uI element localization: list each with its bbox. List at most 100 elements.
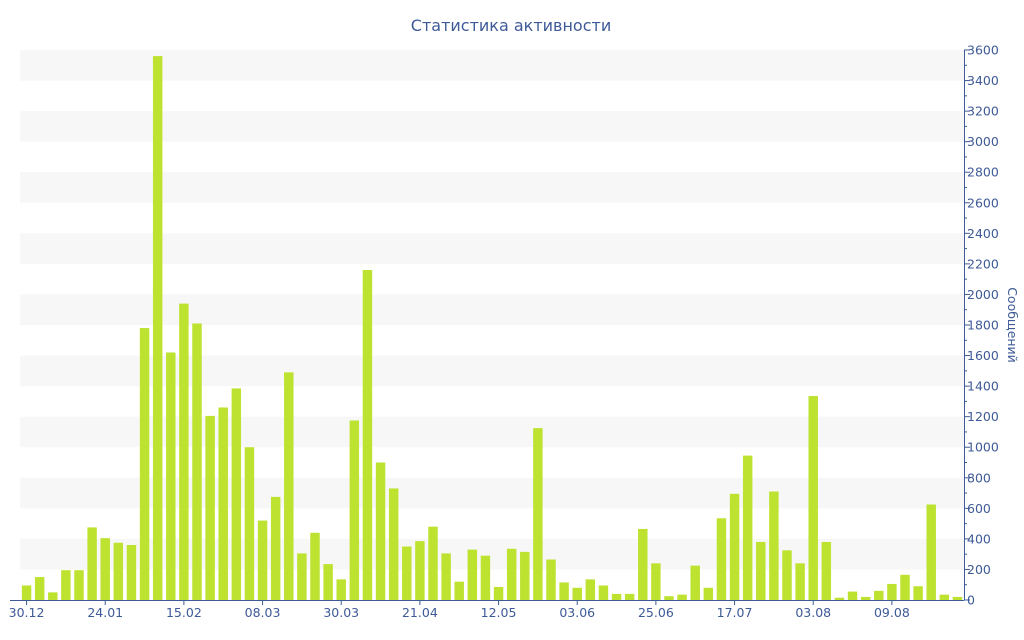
- bar[interactable]: [467, 549, 478, 600]
- bar[interactable]: [795, 563, 805, 600]
- bar[interactable]: [126, 545, 137, 600]
- x-tick-label: 09.08: [874, 605, 910, 620]
- bar[interactable]: [703, 587, 714, 600]
- y-tick-label: 2800: [967, 165, 999, 180]
- x-tick-label: 30.12: [9, 605, 45, 620]
- bar[interactable]: [87, 527, 97, 600]
- bar[interactable]: [638, 528, 648, 600]
- bar[interactable]: [598, 585, 609, 600]
- bar[interactable]: [349, 420, 360, 600]
- bar[interactable]: [533, 428, 543, 601]
- bar[interactable]: [887, 583, 897, 600]
- bar[interactable]: [402, 546, 412, 600]
- y-tick-label: 2400: [967, 226, 999, 241]
- bar[interactable]: [428, 526, 438, 600]
- bar[interactable]: [585, 579, 596, 601]
- bar[interactable]: [34, 577, 45, 600]
- bar[interactable]: [336, 579, 346, 601]
- bar[interactable]: [441, 553, 451, 600]
- bar[interactable]: [323, 564, 333, 600]
- bar[interactable]: [690, 565, 700, 601]
- y-tick-label: 1400: [967, 379, 999, 394]
- bar[interactable]: [874, 590, 884, 600]
- bar[interactable]: [651, 563, 661, 600]
- grid-band: [20, 294, 964, 325]
- bar[interactable]: [113, 542, 124, 600]
- y-axis-label: Сообщений: [1005, 287, 1020, 363]
- y-tick-label: 3600: [967, 43, 999, 58]
- bar[interactable]: [756, 541, 766, 600]
- bar[interactable]: [559, 582, 569, 600]
- bar[interactable]: [926, 504, 936, 600]
- grid-band: [20, 538, 964, 570]
- bar[interactable]: [244, 447, 255, 600]
- bar[interactable]: [493, 587, 504, 600]
- y-tick-label: 2600: [967, 195, 999, 210]
- x-tick-label: 12.05: [481, 605, 517, 620]
- bar[interactable]: [375, 462, 386, 601]
- bar[interactable]: [900, 574, 910, 600]
- x-tick-label: 03.06: [559, 605, 595, 620]
- grid-band: [20, 477, 964, 509]
- bar[interactable]: [572, 587, 582, 600]
- bar[interactable]: [21, 585, 32, 600]
- bar[interactable]: [388, 488, 399, 600]
- bar[interactable]: [284, 372, 294, 600]
- bar[interactable]: [834, 597, 845, 600]
- bar[interactable]: [362, 270, 373, 600]
- bar[interactable]: [952, 596, 963, 600]
- bar[interactable]: [100, 538, 110, 601]
- bar[interactable]: [860, 596, 871, 600]
- grid-band: [20, 172, 964, 203]
- bar[interactable]: [808, 396, 818, 600]
- bar[interactable]: [61, 570, 71, 600]
- grid-band: [20, 50, 964, 81]
- bar[interactable]: [218, 407, 228, 601]
- y-tick-label: 800: [967, 470, 991, 485]
- bar[interactable]: [415, 541, 425, 600]
- y-tick-label: 400: [967, 531, 991, 546]
- bar[interactable]: [152, 56, 163, 601]
- bar[interactable]: [742, 455, 753, 601]
- bar[interactable]: [310, 532, 320, 600]
- bar[interactable]: [821, 541, 832, 600]
- chart-title: Статистика активности: [411, 16, 611, 35]
- bar[interactable]: [546, 559, 556, 600]
- bar[interactable]: [205, 415, 215, 600]
- bar[interactable]: [506, 548, 517, 600]
- bar[interactable]: [913, 586, 923, 600]
- y-tick-label: 200: [967, 562, 991, 577]
- x-tick-label: 21.04: [402, 605, 438, 620]
- bar[interactable]: [454, 581, 464, 600]
- bar[interactable]: [520, 551, 530, 601]
- x-tick-label: 24.01: [87, 605, 123, 620]
- bar[interactable]: [769, 491, 779, 600]
- bar[interactable]: [624, 593, 635, 600]
- bar[interactable]: [939, 594, 950, 600]
- bar[interactable]: [297, 553, 307, 600]
- bar[interactable]: [192, 323, 202, 600]
- bar[interactable]: [729, 493, 740, 600]
- bar[interactable]: [166, 352, 176, 601]
- grid-band: [20, 355, 964, 387]
- bar[interactable]: [611, 593, 622, 600]
- bar[interactable]: [74, 570, 84, 600]
- bar[interactable]: [257, 520, 268, 600]
- bar[interactable]: [270, 496, 281, 601]
- bar[interactable]: [782, 550, 792, 600]
- y-tick-label: 2200: [967, 256, 999, 271]
- y-tick-label: 1000: [967, 440, 999, 455]
- bar[interactable]: [847, 591, 858, 600]
- bar[interactable]: [179, 303, 189, 600]
- bar[interactable]: [664, 596, 674, 600]
- bar[interactable]: [139, 328, 150, 600]
- bar[interactable]: [716, 518, 727, 600]
- bar[interactable]: [677, 594, 687, 600]
- x-tick-label: 08.03: [245, 605, 281, 620]
- bar[interactable]: [231, 388, 242, 600]
- y-tick-label: 1800: [967, 318, 999, 333]
- bar[interactable]: [480, 555, 491, 600]
- bar[interactable]: [48, 592, 58, 600]
